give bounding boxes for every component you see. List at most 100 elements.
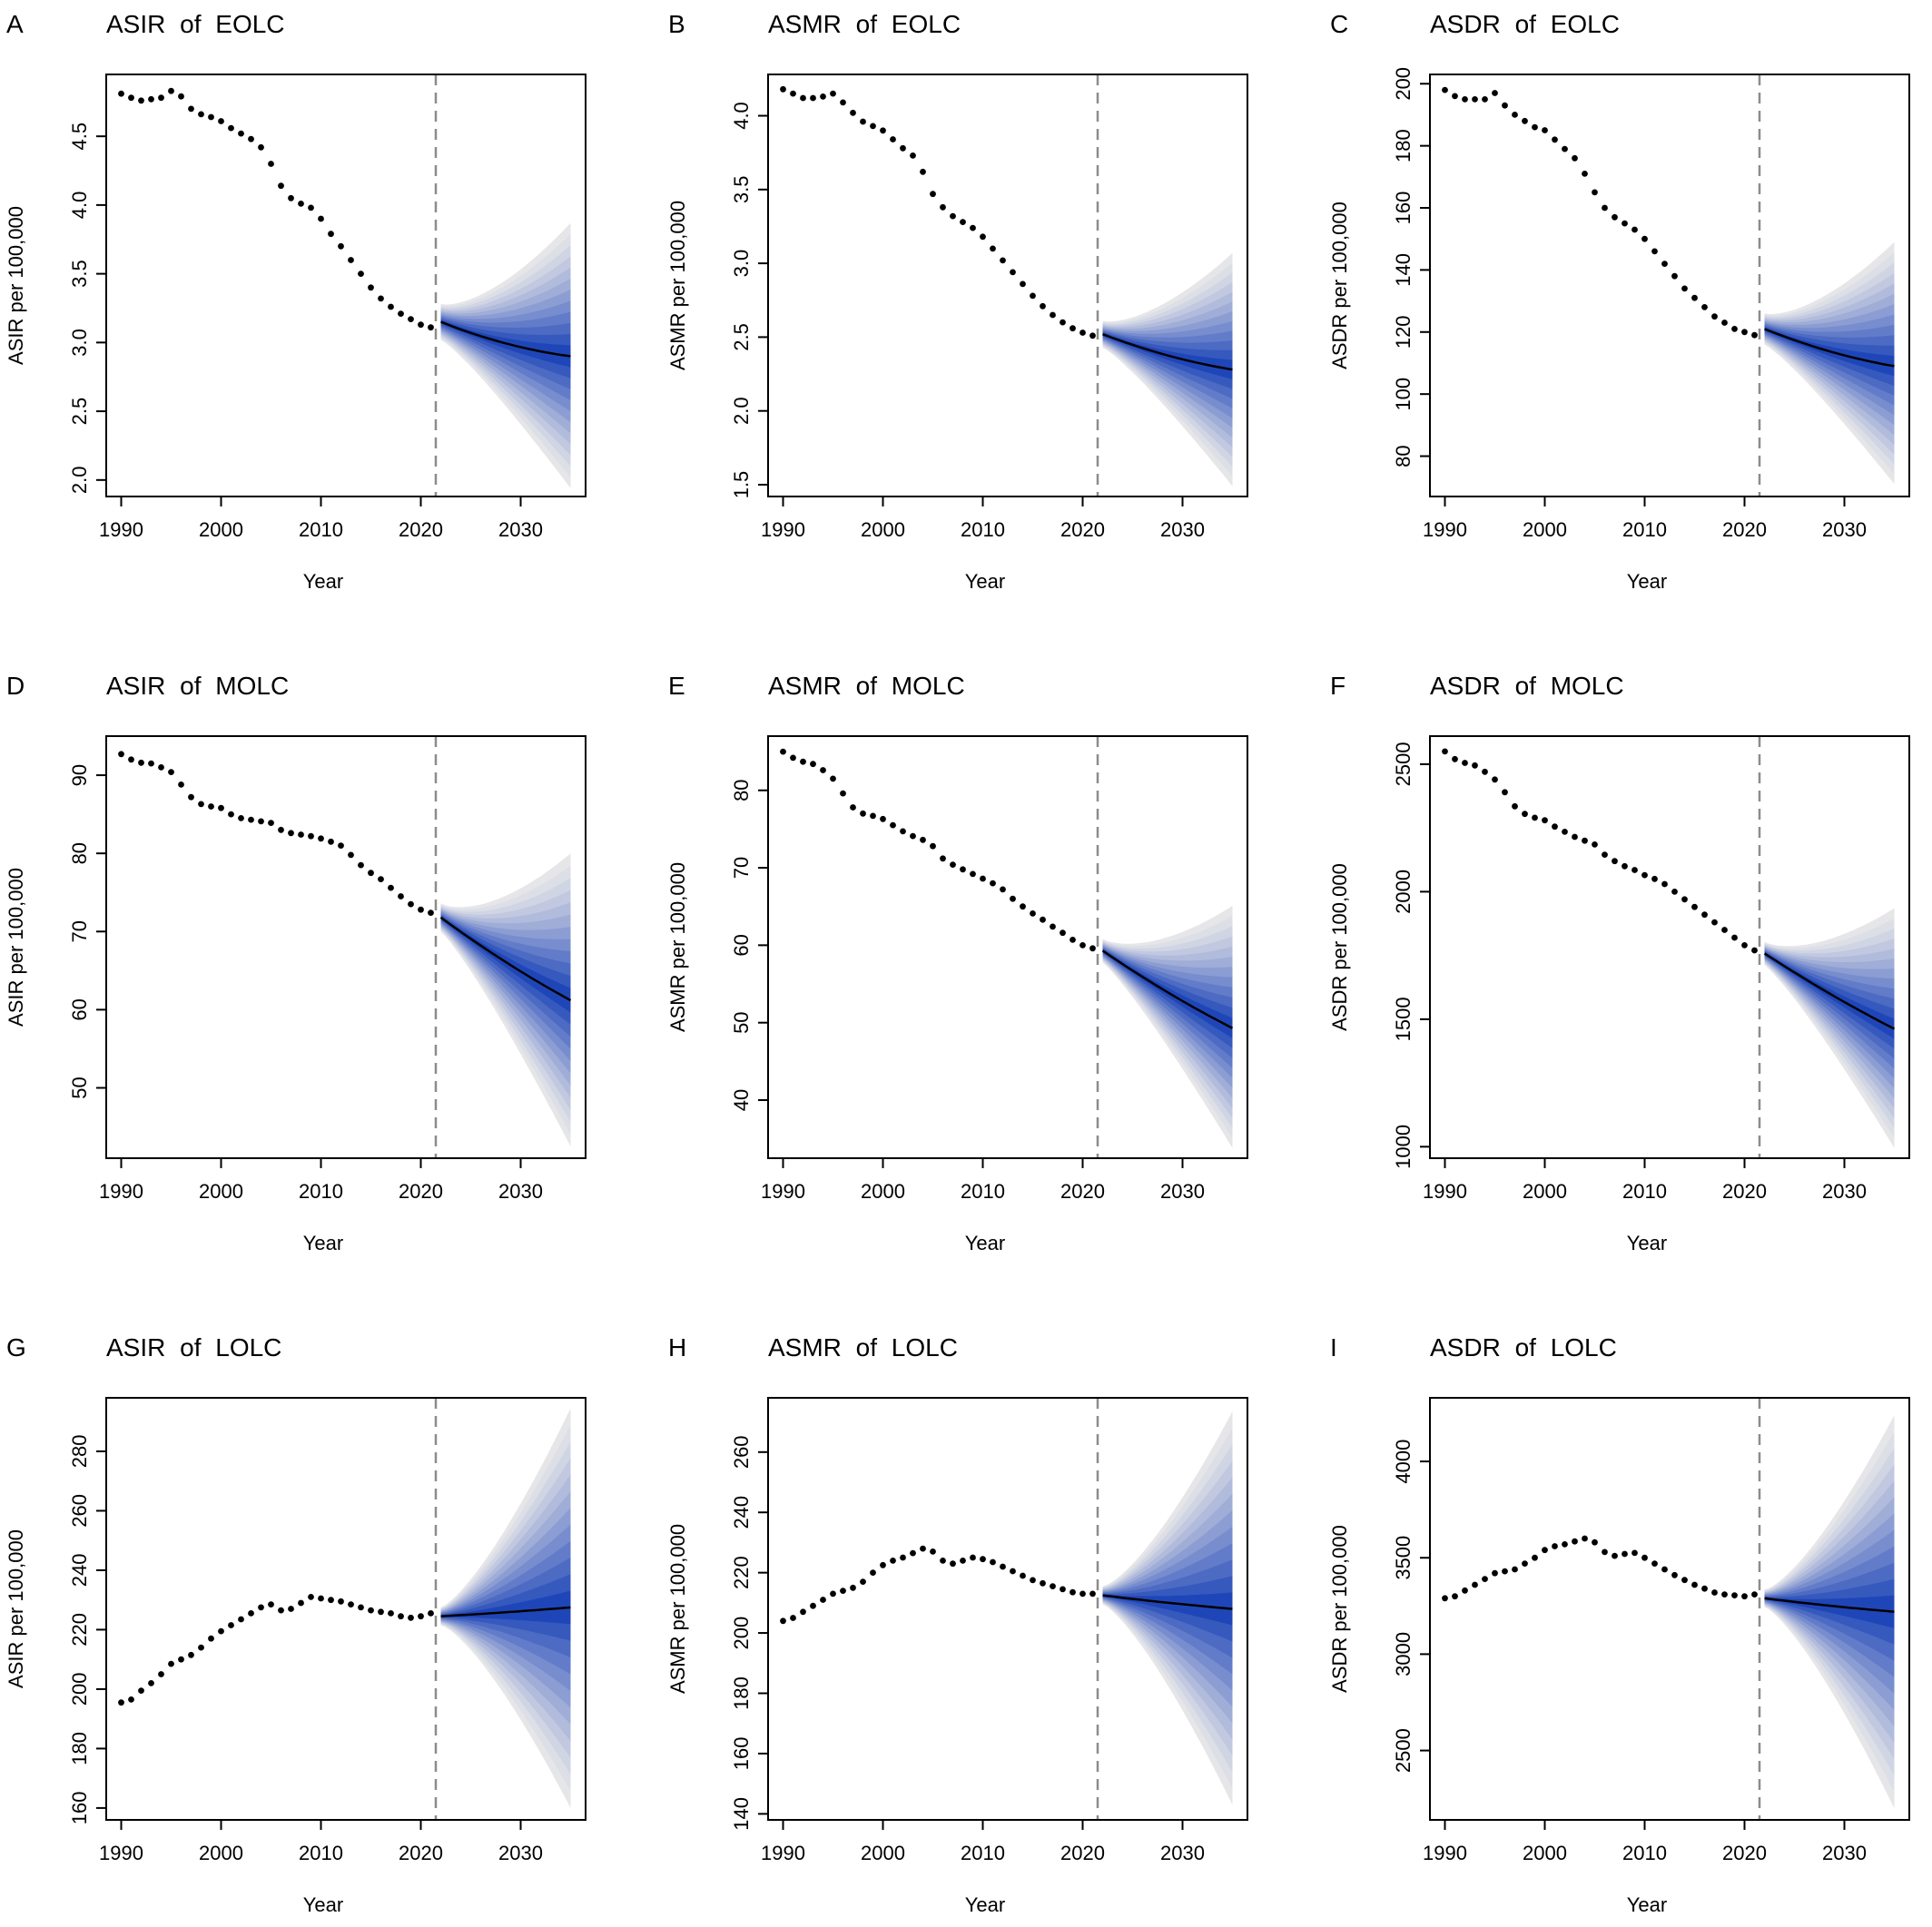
data-point (198, 801, 204, 808)
y-tick-label: 200 (730, 1617, 753, 1650)
data-point (1661, 880, 1668, 888)
data-point (388, 303, 394, 310)
observed-points (780, 1545, 1096, 1625)
data-point (1462, 1587, 1468, 1594)
data-point (800, 94, 806, 102)
x-axis-title: Year (965, 570, 1005, 593)
data-point (148, 760, 154, 767)
data-point (348, 1601, 354, 1607)
y-tick-label: 2.5 (68, 398, 91, 426)
data-point (830, 775, 836, 782)
data-point (358, 270, 364, 277)
data-point (1751, 1591, 1758, 1598)
y-tick-label: 220 (730, 1556, 753, 1589)
y-tick-label: 1500 (1392, 997, 1414, 1041)
x-tick-label: 2000 (861, 1180, 905, 1203)
panel-d: D ASIR of MOLC 50 60 70 80 90 ASIR per 100,000 1… (5, 672, 586, 1254)
y-tick-label: 50 (68, 1077, 91, 1098)
data-point (338, 842, 344, 849)
data-point (188, 105, 194, 113)
data-point (338, 1598, 344, 1605)
y-tick-label: 280 (68, 1435, 91, 1469)
data-point (870, 123, 876, 130)
x-tick-label: 2010 (1622, 518, 1667, 541)
forecast-fan (440, 853, 571, 1147)
y-tick-label: 2500 (1392, 742, 1414, 786)
data-point (1000, 257, 1006, 264)
forecast-fan (1102, 252, 1233, 487)
y-axis-title: ASIR per 100,000 (5, 868, 27, 1027)
y-tick-label: 180 (68, 1732, 91, 1765)
data-point (1582, 171, 1588, 177)
panel-g: G ASIR of LOLC 160 180 200 220 240 260 280 ASIR p… (5, 1333, 586, 1916)
x-tick-label: 2010 (961, 518, 1005, 541)
panel-letter: B (668, 10, 685, 38)
data-point (218, 118, 224, 124)
forecast-fan (1764, 1415, 1895, 1809)
x-axis-title: Year (1627, 1232, 1667, 1254)
data-point (288, 194, 294, 202)
data-point (1452, 93, 1458, 100)
data-point (950, 1560, 956, 1568)
x-tick-label: 2020 (1722, 518, 1767, 541)
data-point (1089, 332, 1096, 339)
data-point (880, 1561, 886, 1568)
x-tick-label: 2010 (961, 1180, 1005, 1203)
y-axis-title: ASDR per 100,000 (1328, 863, 1351, 1031)
panel-a: A ASIR of EOLC 2.0 2.5 3.0 3.5 4.0 4.5 ASIR per … (5, 10, 586, 593)
data-point (1522, 117, 1528, 124)
data-point (950, 212, 956, 220)
x-axis-title: Year (303, 570, 343, 593)
data-point (238, 815, 244, 821)
data-point (1050, 1583, 1056, 1589)
data-point (228, 1622, 234, 1628)
data-point (1691, 294, 1698, 301)
panel-title: ASDR of MOLC (1430, 672, 1624, 700)
data-point (278, 182, 284, 190)
data-point (1631, 1549, 1638, 1557)
data-point (1592, 841, 1598, 848)
data-point (850, 1584, 856, 1591)
forecast-line (440, 1606, 571, 1617)
y-tick-label: 240 (730, 1496, 753, 1529)
data-point (1000, 1563, 1006, 1570)
data-point (1582, 837, 1588, 844)
forecast-line (439, 916, 572, 1002)
data-point (920, 1545, 926, 1552)
data-point (1000, 886, 1006, 893)
data-point (268, 820, 274, 826)
data-point (1442, 86, 1448, 93)
y-axis: 2.0 2.5 3.0 3.5 4.0 4.5 (68, 123, 107, 494)
data-point (990, 1558, 996, 1566)
x-tick-label: 2000 (1523, 1180, 1567, 1203)
data-point (398, 893, 404, 900)
x-axis: 1990 2000 2010 2020 2030 (761, 496, 1205, 541)
data-point (1079, 942, 1086, 949)
y-tick-label: 80 (68, 842, 91, 864)
x-tick-label: 2030 (498, 1842, 543, 1864)
data-point (228, 811, 234, 818)
x-tick-label: 2030 (1160, 1180, 1205, 1203)
data-point (920, 836, 926, 843)
data-point (1701, 911, 1708, 919)
data-point (1671, 889, 1678, 895)
y-tick-label: 2.0 (730, 397, 753, 425)
data-point (158, 1671, 164, 1677)
observed-points (1442, 86, 1758, 339)
x-axis: 1990 2000 2010 2020 2030 (99, 1819, 543, 1864)
data-point (198, 1644, 204, 1651)
data-point (268, 1601, 274, 1607)
panel-title: ASMR of LOLC (768, 1333, 958, 1362)
data-point (820, 1597, 826, 1603)
data-point (1492, 1569, 1498, 1577)
data-point (168, 769, 174, 775)
data-point (178, 782, 184, 788)
panel-letter: F (1330, 672, 1346, 700)
data-point (1040, 1579, 1046, 1587)
data-point (1651, 248, 1658, 255)
data-point (388, 1610, 394, 1617)
plot-frame (1429, 74, 1910, 497)
data-point (1512, 1566, 1518, 1573)
data-point (158, 764, 164, 771)
data-point (1661, 1566, 1668, 1573)
